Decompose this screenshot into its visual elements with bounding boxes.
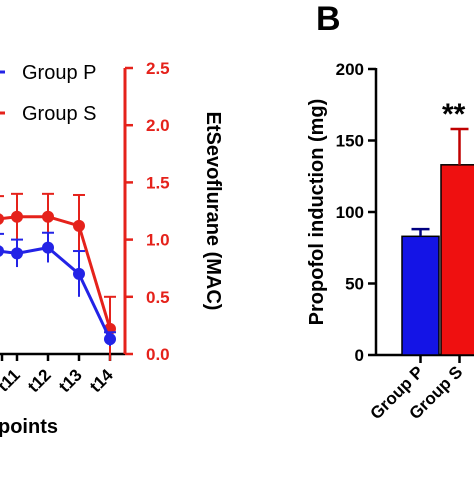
x-tick-label: t14 (86, 365, 117, 396)
right-y-axis-title: EtSevoflurane (MAC) (202, 112, 224, 311)
y-axis-title: Propofol induction (mg) (306, 99, 328, 326)
right-y-tick-label: 0.5 (146, 288, 170, 307)
y-tick-label: 150 (336, 132, 364, 151)
right-y-tick-label: 2.0 (146, 116, 170, 135)
y-tick-label: 50 (345, 275, 364, 294)
legend-label: Group P (22, 62, 96, 84)
data-point (11, 210, 23, 223)
y-tick-label: 0 (355, 346, 364, 365)
data-point (0, 245, 4, 257)
panel-a-line-chart: 0.0 0.5 1.0 1.5 2.0 2.5 t11 t12 t13 t14 points EtSe… (0, 59, 224, 438)
data-point (0, 213, 4, 225)
panel-label: B (316, 0, 341, 38)
data-point (42, 210, 54, 223)
right-y-tick-label: 1.5 (146, 173, 170, 192)
significance-marker: ** (442, 98, 466, 131)
data-point (104, 333, 116, 346)
right-y-tick-label: 0.0 (146, 345, 170, 364)
data-point (11, 247, 23, 260)
x-tick-label: t13 (55, 365, 86, 396)
x-tick-label: t11 (0, 365, 24, 395)
data-point (42, 241, 54, 254)
data-point (73, 267, 85, 280)
y-tick-label: 100 (336, 203, 364, 222)
x-tick-label: t12 (24, 365, 55, 396)
legend-label: Group S (22, 103, 96, 125)
data-point (73, 219, 85, 232)
bar (440, 164, 474, 356)
x-axis-title: points (0, 416, 58, 438)
y-tick-label: 200 (336, 60, 364, 79)
right-y-tick-label: 2.5 (146, 59, 170, 78)
right-y-tick-label: 1.0 (146, 231, 170, 250)
bar (401, 235, 440, 356)
